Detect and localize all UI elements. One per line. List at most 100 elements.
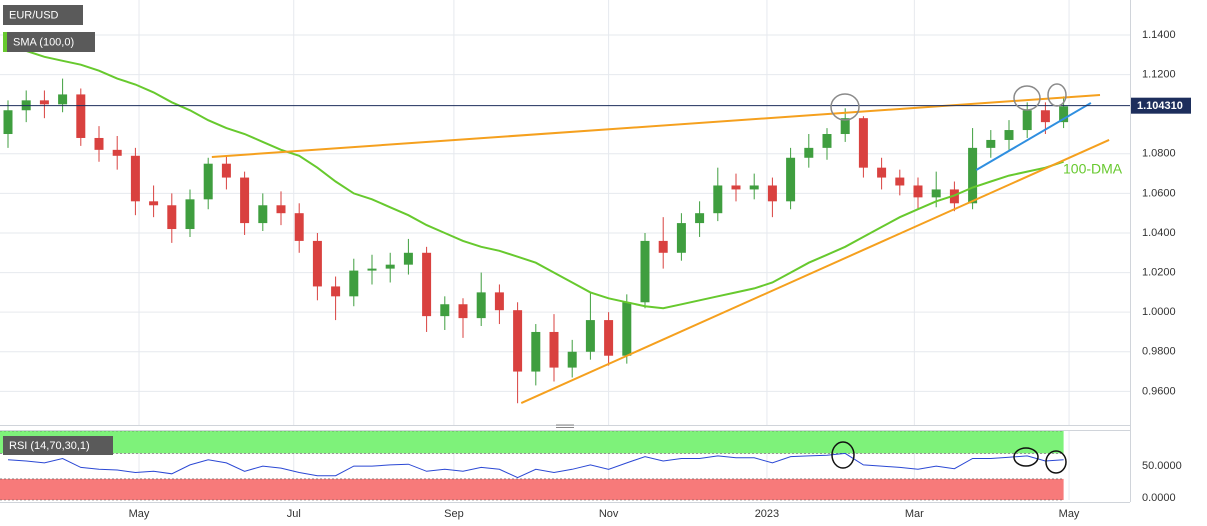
candle-body	[458, 304, 468, 319]
candle-body	[258, 205, 268, 224]
candle-body	[221, 163, 231, 178]
candle-body	[276, 205, 286, 214]
rsi-line	[7, 452, 1064, 479]
x-tick-label: May	[1059, 508, 1080, 520]
candle-body	[349, 270, 359, 297]
last-price-box	[1131, 97, 1191, 114]
candle-body	[658, 240, 668, 253]
circle	[1045, 450, 1067, 474]
sma-line	[7, 45, 1064, 310]
candle-body	[403, 252, 413, 265]
candle-body	[3, 110, 13, 135]
candle-body	[749, 185, 759, 190]
candle-body	[385, 264, 395, 269]
candle-body	[1059, 106, 1069, 123]
candle-body	[767, 185, 777, 202]
candle-body	[312, 240, 322, 287]
x-tick-label: Jul	[287, 508, 301, 520]
candle-body	[203, 163, 213, 200]
y-tick-label: 50.0000	[1142, 460, 1182, 472]
candle-body	[58, 94, 68, 105]
y-tick-label: 1.0600	[1142, 187, 1176, 199]
candle-body	[422, 252, 432, 317]
chart-title: EUR/USD	[9, 9, 59, 21]
candle-body	[531, 331, 541, 372]
y-tick-label: 0.9800	[1142, 346, 1176, 358]
legend-swatch	[3, 32, 7, 52]
candle-body	[986, 139, 996, 148]
label-box	[3, 32, 95, 52]
candle-body	[549, 331, 559, 368]
candle-body	[913, 185, 923, 198]
circle	[1013, 447, 1039, 467]
candle-body	[858, 118, 868, 168]
candle-body	[877, 167, 887, 178]
candle-body	[676, 223, 686, 253]
candle-body	[149, 201, 159, 206]
candle-body	[786, 157, 796, 202]
resize-handle[interactable]	[556, 424, 574, 428]
rsi-title: RSI (14,70,30,1)	[9, 440, 90, 452]
circle	[1047, 83, 1067, 107]
y-tick-label: 1.0000	[1142, 306, 1176, 318]
candle-body	[622, 302, 632, 356]
candle-body	[513, 310, 523, 372]
candle-body	[112, 149, 122, 156]
label-box	[3, 436, 113, 455]
y-tick-label: 0.0000	[1142, 492, 1176, 504]
candle-body	[494, 292, 504, 311]
y-tick-label: 0.9600	[1142, 385, 1176, 397]
candle-body	[695, 213, 705, 224]
annotation: 100-DMA	[1063, 161, 1123, 177]
circle	[830, 93, 860, 121]
candle-body	[76, 94, 86, 138]
candle-body	[94, 137, 104, 150]
candle-body	[804, 147, 814, 158]
y-tick-label: 1.0400	[1142, 227, 1176, 239]
circle	[831, 441, 855, 469]
candle-body	[1040, 110, 1050, 123]
trend-line	[520, 139, 1110, 404]
candle-body	[713, 185, 723, 214]
candle-body	[640, 240, 650, 303]
candle-body	[840, 118, 850, 135]
candle-body	[39, 100, 49, 105]
label-box	[3, 5, 83, 25]
candle-body	[440, 304, 450, 317]
y-tick-label: 1.1400	[1142, 29, 1176, 41]
candle-body	[476, 292, 486, 319]
trend-line	[975, 102, 1092, 171]
candle-body	[1004, 130, 1014, 140]
candle-body	[1022, 110, 1032, 131]
candle-body	[294, 213, 304, 241]
x-tick-label: 2023	[755, 508, 779, 520]
candle-body	[130, 155, 140, 202]
candle-body	[968, 147, 978, 204]
circle	[1013, 85, 1041, 111]
candle-body	[331, 286, 341, 297]
y-tick-label: 1.0800	[1142, 148, 1176, 160]
y-tick-label: 1.1200	[1142, 69, 1176, 81]
highlight-circles	[830, 83, 1067, 121]
candle-body	[931, 189, 941, 198]
last-price-label: 1.104310	[1137, 100, 1183, 112]
y-tick-label: 1.0200	[1142, 266, 1176, 278]
candle-body	[895, 177, 905, 186]
rsi-band	[0, 431, 1064, 454]
candle-body	[585, 320, 595, 352]
candle-body	[822, 134, 832, 148]
rsi-circles	[831, 441, 1067, 474]
x-tick-label: Mar	[905, 508, 924, 520]
candle-body	[731, 185, 741, 190]
legend-label: SMA (100,0)	[13, 36, 74, 48]
rsi-band	[0, 478, 1064, 500]
x-tick-label: Nov	[599, 508, 619, 520]
candle-body	[567, 351, 577, 368]
candle-body	[604, 320, 614, 356]
x-tick-label: May	[129, 508, 150, 520]
x-tick-label: Sep	[444, 508, 464, 520]
candle-body	[185, 199, 195, 230]
candle-body	[367, 268, 377, 271]
candle-body	[240, 177, 250, 224]
